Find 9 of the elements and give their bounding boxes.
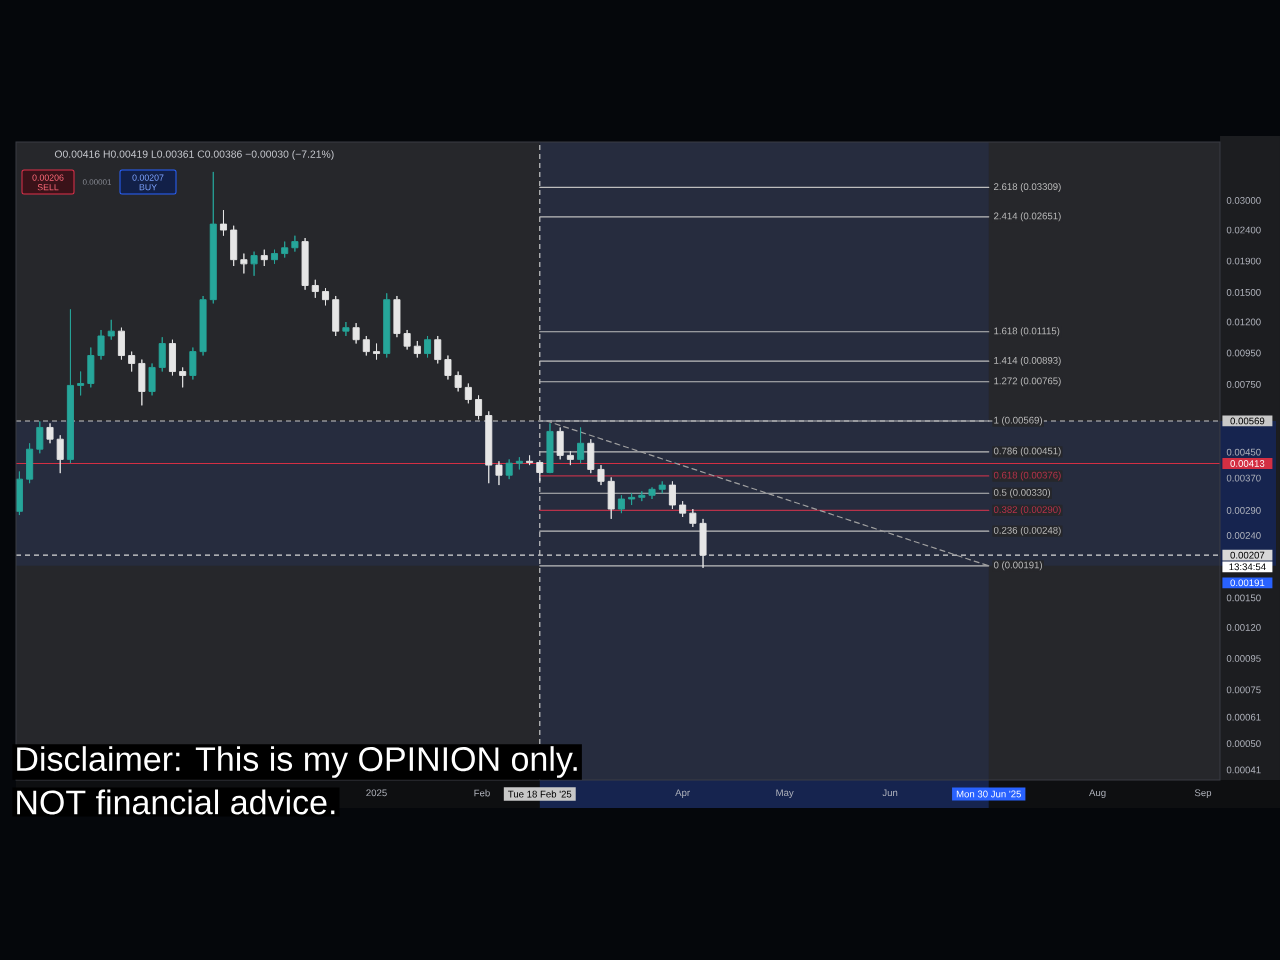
- candlestick: [424, 335, 432, 358]
- candlestick: [383, 292, 391, 358]
- candlestick: [260, 249, 268, 267]
- candlestick: [546, 422, 554, 474]
- candlestick: [577, 426, 585, 464]
- candlestick: [250, 251, 258, 277]
- candlestick: [342, 321, 350, 337]
- annotation: Disclaimer: This is my OPINION only.: [17, 746, 577, 778]
- text: NOT financial advice.: [17, 789, 335, 815]
